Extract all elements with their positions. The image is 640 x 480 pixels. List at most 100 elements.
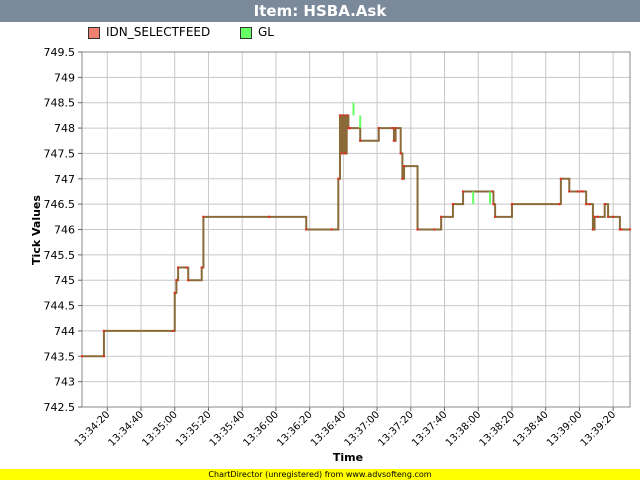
- legend-swatch-gl: [240, 27, 252, 39]
- series-point-idn-selectfeed: [416, 228, 419, 231]
- x-tick-label: 13:35:00: [140, 409, 180, 449]
- x-axis-ticks: 13:34:2013:34:4013:35:0013:35:2013:35:40…: [73, 407, 618, 449]
- y-tick-label: 746: [54, 224, 75, 237]
- series-point-idn-selectfeed: [305, 228, 308, 231]
- series-point-idn-selectfeed: [490, 190, 493, 193]
- series-point-idn-selectfeed: [603, 202, 606, 206]
- series-point-idn-selectfeed: [340, 152, 343, 155]
- series-point-idn-selectfeed: [492, 202, 495, 206]
- series-point-idn-selectfeed: [267, 215, 271, 219]
- series-point-idn-selectfeed: [175, 279, 178, 282]
- series-point-idn-selectfeed: [173, 291, 176, 295]
- series-point-idn-selectfeed: [80, 355, 84, 358]
- y-tick-label: 743.5: [44, 350, 76, 363]
- y-axis-label: Tick Values: [30, 195, 43, 265]
- series-layer: [80, 102, 632, 358]
- series-point-idn-selectfeed: [347, 126, 350, 130]
- x-axis-label: Time: [333, 451, 363, 464]
- series-point-idn-selectfeed: [202, 215, 205, 219]
- x-tick-label: 13:38:40: [511, 409, 551, 449]
- y-tick-label: 747.5: [44, 147, 76, 160]
- y-tick-label: 748.5: [44, 97, 76, 110]
- series-point-idn-selectfeed: [591, 228, 595, 231]
- x-tick-label: 13:36:20: [275, 409, 315, 449]
- series-point-idn-selectfeed: [439, 215, 443, 219]
- series-point-idn-selectfeed: [343, 152, 347, 155]
- series-point-idn-selectfeed: [337, 177, 340, 180]
- y-tick-label: 745: [54, 274, 75, 287]
- x-tick-label: 13:35:20: [174, 409, 214, 449]
- x-tick-label: 13:36:40: [309, 409, 349, 449]
- series-point-idn-selectfeed: [559, 177, 563, 180]
- y-axis-ticks: 742.5 743 743.5 744 744.5 745 745.5 746 746.5 747…: [44, 46, 82, 414]
- series-point-idn-selectfeed: [611, 215, 615, 219]
- series-point-idn-selectfeed: [176, 266, 180, 269]
- y-tick-label: 744.5: [44, 300, 76, 313]
- series-point-idn-selectfeed: [102, 329, 106, 333]
- y-tick-label: 749: [54, 71, 75, 84]
- y-tick-label: 744: [54, 325, 75, 338]
- series-point-idn-selectfeed: [399, 152, 402, 155]
- series-point-idn-selectfeed: [606, 215, 610, 219]
- series-point-idn-selectfeed: [568, 190, 571, 193]
- series-point-idn-selectfeed: [628, 228, 632, 231]
- series-point-idn-selectfeed: [391, 126, 394, 130]
- series-point-idn-selectfeed: [493, 215, 497, 219]
- y-tick-label: 747: [54, 173, 75, 186]
- x-tick-label: 13:39:00: [545, 409, 585, 449]
- series-point-idn-selectfeed: [596, 215, 600, 219]
- series-point-idn-selectfeed: [345, 114, 348, 117]
- series-point-idn-selectfeed: [185, 266, 188, 269]
- y-tick-label: 745.5: [44, 249, 76, 262]
- series-point-idn-selectfeed: [584, 202, 588, 206]
- x-tick-label: 13:37:20: [376, 409, 416, 449]
- series-point-idn-selectfeed: [510, 202, 514, 206]
- x-tick-label: 13:35:40: [208, 409, 248, 449]
- x-tick-label: 13:38:00: [444, 409, 484, 449]
- x-tick-label: 13:39:20: [579, 409, 619, 449]
- series-point-idn-selectfeed: [451, 202, 455, 206]
- series-point-idn-selectfeed: [171, 329, 175, 333]
- y-tick-label: 746.5: [44, 198, 76, 211]
- series-point-idn-selectfeed: [402, 164, 406, 168]
- series-point-idn-selectfeed: [593, 215, 596, 219]
- x-tick-label: 13:36:00: [241, 409, 281, 449]
- series-point-idn-selectfeed: [330, 228, 333, 231]
- legend-label-gl: GL: [258, 25, 274, 39]
- x-tick-label: 13:37:00: [343, 409, 383, 449]
- legend-swatch-idn-selectfeed: [88, 27, 100, 39]
- y-tick-label: 748: [54, 122, 75, 135]
- x-tick-label: 13:34:40: [107, 409, 147, 449]
- series-point-idn-selectfeed: [620, 228, 623, 231]
- x-tick-label: 13:34:20: [73, 409, 113, 449]
- series-point-idn-selectfeed: [348, 126, 352, 130]
- chart-title: Item: HSBA.Ask: [0, 0, 640, 22]
- series-point-idn-selectfeed: [342, 114, 345, 117]
- x-tick-label: 13:38:20: [478, 409, 518, 449]
- x-tick-label: 13:37:40: [410, 409, 450, 449]
- series-point-idn-selectfeed: [392, 139, 396, 142]
- series-point-idn-selectfeed: [102, 355, 106, 358]
- series-point-idn-selectfeed: [588, 202, 591, 206]
- series-point-idn-selectfeed: [557, 202, 561, 206]
- series-point-idn-selectfeed: [200, 266, 203, 269]
- legend-label-idn-selectfeed: IDN_SELECTFEED: [106, 25, 211, 39]
- series-point-idn-selectfeed: [394, 126, 397, 130]
- series-point-idn-selectfeed: [377, 126, 380, 130]
- series-point-idn-selectfeed: [579, 190, 583, 193]
- series-line-idn-selectfeed: [82, 114, 630, 358]
- series-point-idn-selectfeed: [401, 177, 404, 180]
- series-point-idn-selectfeed: [576, 190, 579, 193]
- series-point-idn-selectfeed: [581, 190, 584, 193]
- series-point-idn-selectfeed: [359, 139, 362, 142]
- series-point-idn-selectfeed: [618, 228, 622, 231]
- series-point-idn-selectfeed: [338, 114, 342, 117]
- watermark-footer: ChartDirector (unregistered) from www.ad…: [0, 469, 640, 480]
- y-tick-label: 743: [54, 376, 75, 389]
- series-point-idn-selectfeed: [187, 279, 190, 282]
- series-point-idn-selectfeed: [461, 190, 465, 193]
- y-tick-label: 742.5: [44, 401, 76, 414]
- y-tick-label: 749.5: [44, 46, 76, 59]
- series-point-idn-selectfeed: [433, 228, 436, 231]
